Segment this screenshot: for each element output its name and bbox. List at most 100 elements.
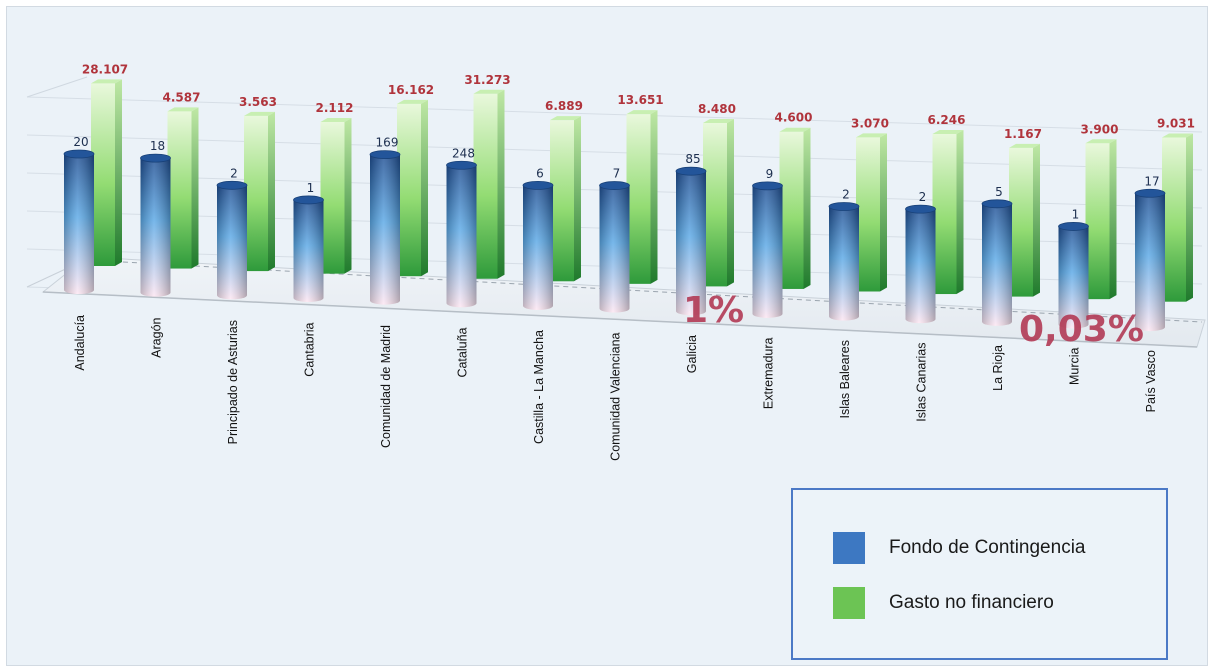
cylinder-top bbox=[140, 153, 171, 163]
bar-side bbox=[880, 133, 887, 292]
bar-side bbox=[574, 116, 581, 282]
category-label-murcia: Murcia bbox=[1068, 347, 1082, 385]
legend-swatch-green bbox=[833, 587, 865, 619]
bar-side bbox=[115, 79, 122, 266]
category-label-cataluna: Cataluña bbox=[456, 327, 470, 377]
data-label-gasto: 8.480 bbox=[698, 102, 736, 116]
cylinder-shade bbox=[1135, 193, 1165, 332]
bar-front bbox=[1085, 143, 1110, 300]
bar-gasto-andalucia bbox=[91, 79, 122, 266]
data-label-fondo: 1 bbox=[1072, 207, 1080, 221]
bar-front bbox=[1162, 137, 1186, 302]
bar-fondo-comunidad-valenciana bbox=[599, 181, 630, 313]
data-labels: 28.107204.587183.56322.112116.16216931.2… bbox=[73, 62, 1195, 221]
category-labels: Andalucía Aragón Principado de Asturias Can… bbox=[73, 315, 1158, 461]
legend-item-fondo: Fondo de Contingencia bbox=[833, 532, 1085, 564]
data-label-fondo: 248 bbox=[452, 146, 475, 160]
bar-side bbox=[344, 117, 352, 274]
bar-side bbox=[803, 127, 811, 289]
bar-top bbox=[91, 79, 122, 84]
cylinder-top bbox=[1058, 222, 1089, 231]
bar-side bbox=[497, 89, 505, 279]
cylinder-shade bbox=[217, 185, 247, 300]
cylinder-shade bbox=[446, 165, 477, 308]
cylinder-shade bbox=[829, 206, 859, 321]
gridline-left bbox=[26, 76, 88, 98]
bar-fondo-castilla-la-mancha bbox=[522, 180, 554, 310]
data-label-gasto: 9.031 bbox=[1157, 117, 1195, 131]
category-label-pais-vasco: País Vasco bbox=[1144, 350, 1158, 412]
data-label-fondo: 2 bbox=[842, 188, 850, 202]
cylinder-top bbox=[63, 149, 95, 159]
bar-gasto-principado-de-asturias bbox=[244, 111, 275, 272]
category-label-principado-de-asturias: Principado de Asturias bbox=[226, 320, 240, 444]
category-label-aragon: Aragón bbox=[150, 317, 164, 357]
bar-front bbox=[779, 131, 804, 289]
data-label-fondo: 2 bbox=[919, 190, 927, 204]
data-label-fondo: 17 bbox=[1144, 174, 1159, 188]
data-label-gasto: 31.273 bbox=[464, 73, 510, 87]
bar-fondo-comunidad-de-madrid bbox=[369, 150, 401, 305]
bar-side bbox=[191, 107, 199, 269]
data-label-gasto: 13.651 bbox=[617, 93, 663, 107]
cylinder-shade bbox=[523, 185, 553, 310]
series-fondo-de-contingencia bbox=[63, 149, 1166, 332]
bar-gasto-murcia bbox=[1085, 139, 1117, 300]
bar-gasto-comunidad-valenciana bbox=[626, 110, 658, 284]
cylinder-top bbox=[522, 180, 554, 190]
data-label-fondo: 9 bbox=[766, 167, 774, 181]
bar-front bbox=[626, 114, 651, 284]
data-label-fondo: 5 bbox=[995, 185, 1003, 199]
bar-gasto-aragon bbox=[167, 107, 199, 269]
bar-gasto-islas-canarias bbox=[932, 129, 964, 295]
data-label-fondo: 18 bbox=[150, 139, 165, 153]
bar-top bbox=[244, 111, 275, 116]
category-label-cantabria: Cantabria bbox=[303, 322, 317, 376]
bar-top bbox=[626, 110, 658, 115]
gridline bbox=[26, 96, 1203, 133]
bar-front bbox=[244, 115, 268, 272]
data-label-gasto: 2.112 bbox=[316, 101, 354, 115]
bar-gasto-pais-vasco bbox=[1162, 133, 1193, 302]
bar-gasto-islas-baleares bbox=[856, 133, 887, 292]
bar-top bbox=[1162, 133, 1193, 138]
bar-front bbox=[1009, 147, 1033, 297]
bar-side bbox=[650, 110, 658, 284]
cylinder-shade bbox=[599, 185, 630, 313]
bar-gasto-comunidad-de-madrid bbox=[397, 99, 428, 277]
bar-top bbox=[473, 89, 505, 94]
category-label-castilla-la-mancha: Castilla - La Mancha bbox=[532, 330, 546, 444]
bar-front bbox=[703, 122, 727, 287]
bar-top bbox=[1085, 139, 1117, 144]
bar-fondo-extremadura bbox=[752, 181, 783, 318]
cylinder-top bbox=[905, 204, 936, 214]
category-label-islas-baleares: Islas Baleares bbox=[838, 340, 852, 419]
category-label-galicia: Galicia bbox=[685, 335, 699, 373]
cylinder-shade bbox=[140, 158, 171, 297]
cylinder-top bbox=[828, 202, 860, 211]
bar-side bbox=[421, 99, 428, 277]
bar-fondo-cantabria bbox=[293, 195, 324, 302]
bar-fondo-cataluna bbox=[446, 160, 477, 308]
bar-fondo-andalucia bbox=[63, 149, 95, 294]
bar-side bbox=[956, 129, 964, 295]
cylinder-shade bbox=[905, 209, 936, 324]
x-axis-line bbox=[42, 291, 1198, 348]
cylinder-shade bbox=[982, 203, 1012, 326]
category-label-extremadura: Extremadura bbox=[762, 337, 776, 409]
category-label-la-rioja: La Rioja bbox=[991, 345, 1005, 391]
bar-front bbox=[856, 137, 880, 292]
cylinder-top bbox=[369, 150, 401, 160]
data-label-fondo: 7 bbox=[613, 167, 621, 181]
bar-fondo-islas-canarias bbox=[905, 204, 936, 324]
bar-front bbox=[320, 121, 345, 274]
bar-gasto-castilla-la-mancha bbox=[550, 116, 581, 282]
cylinder-shade bbox=[752, 185, 783, 318]
bar-top bbox=[932, 129, 964, 134]
bar-gasto-cataluna bbox=[473, 89, 505, 279]
legend-label-gasto: Gasto no financiero bbox=[889, 592, 1054, 613]
data-label-gasto: 3.070 bbox=[851, 116, 889, 130]
legend-swatch-blue bbox=[833, 532, 865, 564]
bar-fondo-principado-de-asturias bbox=[216, 180, 248, 300]
bar-top bbox=[550, 116, 581, 121]
